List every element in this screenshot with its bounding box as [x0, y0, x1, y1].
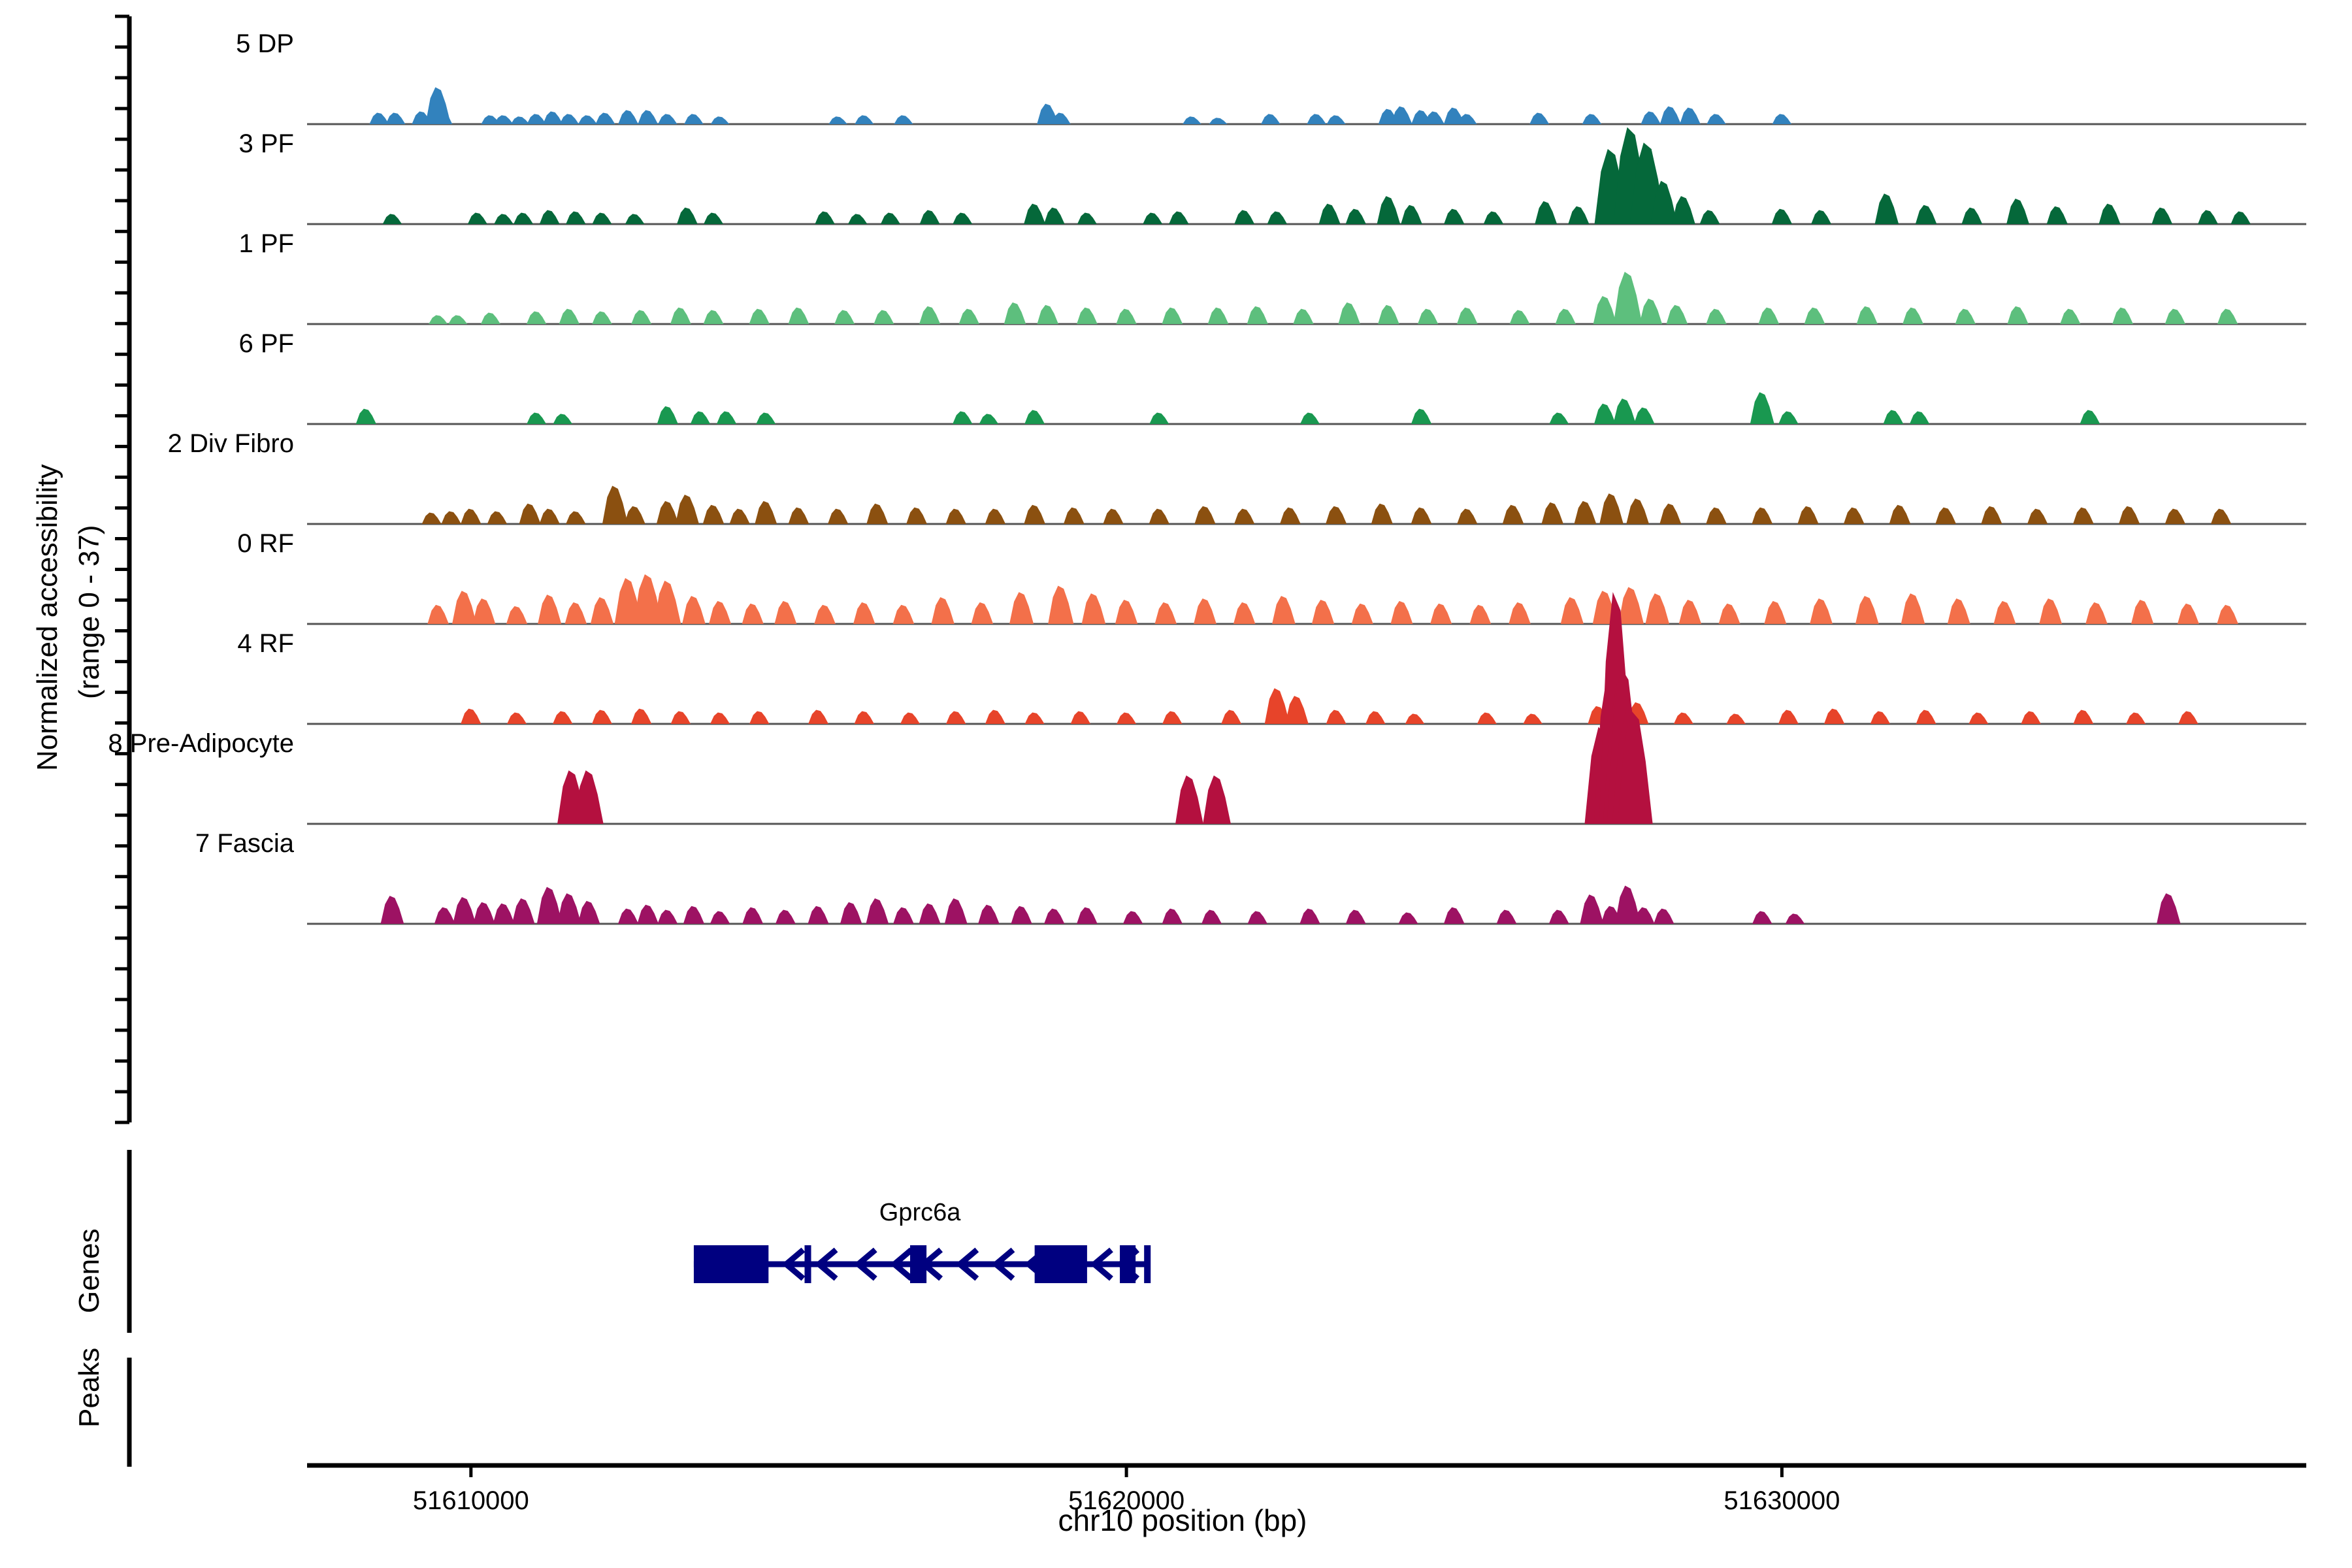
signal-track: [307, 688, 2306, 725]
signal-track: [307, 392, 2306, 425]
track-label-6-pf: 6 PF: [238, 329, 294, 358]
signal-track: [307, 592, 2306, 825]
track-label-2-div-fibro: 2 Div Fibro: [167, 429, 294, 458]
signal-track: [307, 485, 2306, 525]
x-tick-label: 51620000: [1068, 1486, 1185, 1515]
track-label-5-dp: 5 DP: [236, 29, 294, 58]
x-axis: [307, 1463, 2306, 1477]
track-label-4-rf: 4 RF: [237, 629, 294, 658]
x-tick-label: 51610000: [412, 1486, 529, 1515]
signal-track: [307, 127, 2306, 225]
track-label-0-rf: 0 RF: [237, 529, 294, 558]
signal-track: [307, 885, 2306, 925]
signal-track: [307, 87, 2306, 125]
x-tick-label: 51630000: [1723, 1486, 1840, 1515]
signal-track: [307, 574, 2306, 625]
x-axis-title: chr10 position (bp): [1058, 1503, 1307, 1537]
track-label-8-pre-adipocyte: 8 Pre-Adipocyte: [108, 729, 294, 758]
y-axis: [115, 14, 132, 1124]
signal-track: [307, 272, 2306, 325]
track-label-7-fascia: 7 Fascia: [195, 829, 294, 858]
track-label-3-pf: 3 PF: [238, 129, 294, 158]
gene-model: [693, 1245, 1151, 1283]
track-label-1-pf: 1 PF: [238, 229, 294, 258]
gene-name-label: Gprc6a: [879, 1199, 961, 1226]
